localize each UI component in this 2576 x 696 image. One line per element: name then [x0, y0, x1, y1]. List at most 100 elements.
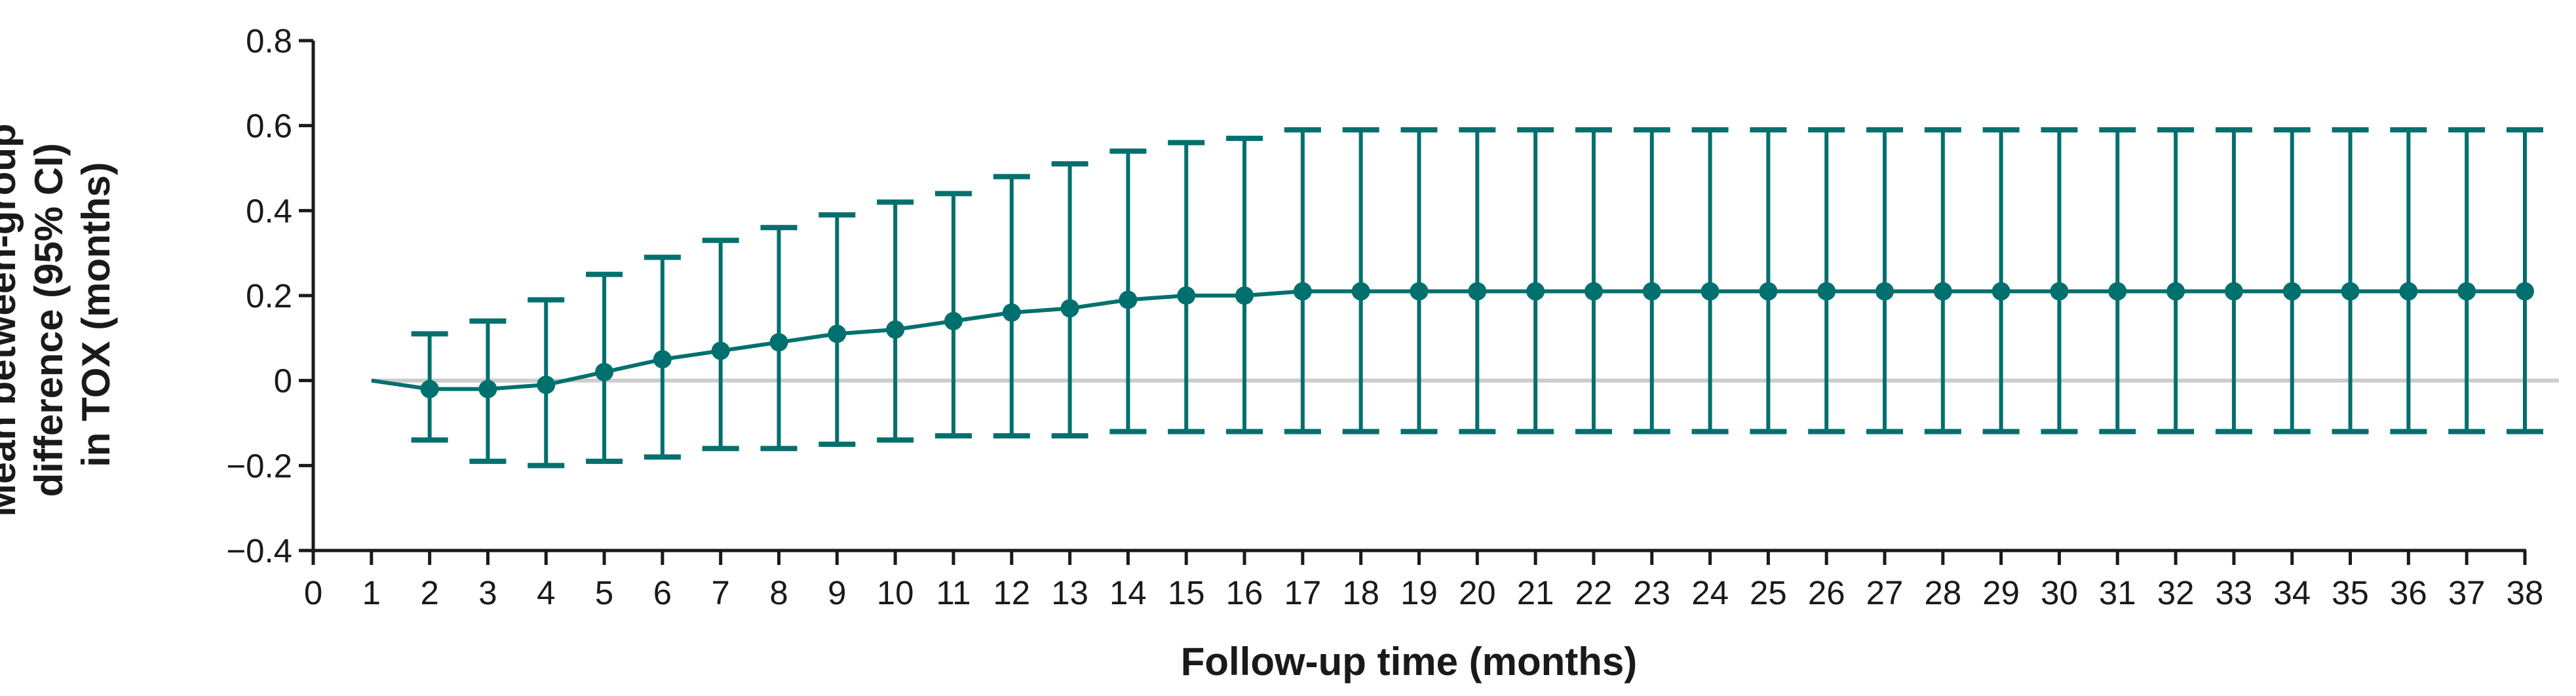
x-tick-label: 19 — [1400, 574, 1438, 611]
x-tick-label: 8 — [769, 574, 788, 611]
data-point — [944, 311, 963, 330]
data-point — [1584, 282, 1603, 301]
x-tick-label: 33 — [2216, 574, 2253, 611]
x-tick-label: 20 — [1459, 574, 1496, 611]
x-tick-label: 6 — [653, 574, 672, 611]
x-tick-label: 32 — [2157, 574, 2195, 611]
error-bar — [1924, 127, 1961, 435]
data-point — [1701, 282, 1720, 301]
x-tick-label: 18 — [1342, 574, 1379, 611]
x-tick-label: 7 — [712, 574, 730, 611]
axes: −0.4−0.200.20.40.60.80 1 2 3 4 5 6 7 8 9 10 11 12 13 1… — [226, 22, 2543, 611]
data-point — [2282, 282, 2301, 301]
error-bar — [1691, 127, 1729, 435]
data-point — [1351, 282, 1370, 301]
y-tick-label: 0.8 — [246, 22, 292, 60]
data-point — [2108, 282, 2127, 301]
x-tick-label: 36 — [2390, 574, 2427, 611]
x-tick-label: 0 — [304, 574, 322, 611]
x-tick-label: 26 — [1808, 574, 1845, 611]
x-tick-label: 24 — [1691, 574, 1729, 611]
error-bar — [2332, 127, 2369, 435]
error-bar — [1982, 127, 2020, 435]
x-tick-label: 2 — [420, 574, 438, 611]
x-tick-label: 4 — [537, 574, 555, 611]
x-tick-label: 10 — [877, 574, 914, 611]
data-point — [2341, 282, 2360, 301]
x-tick-label: 38 — [2507, 574, 2544, 611]
data-point — [1817, 282, 1836, 301]
data-point — [1410, 282, 1429, 301]
x-tick-label: 28 — [1924, 574, 1961, 611]
x-tick-label: 9 — [828, 574, 846, 611]
data-point — [1002, 303, 1021, 322]
series-line — [371, 289, 2525, 391]
data-point — [886, 320, 905, 339]
error-bar — [2157, 127, 2195, 435]
y-axis-title-line-2: difference (95% CI) — [27, 143, 71, 497]
error-bar — [1808, 127, 1845, 435]
error-bar — [1517, 127, 1554, 435]
data-point — [769, 333, 788, 352]
y-tick-label: 0 — [274, 362, 292, 400]
data-point — [1526, 282, 1545, 301]
x-tick-label: 35 — [2332, 574, 2369, 611]
error-bar — [1866, 127, 1904, 435]
error-bar — [2390, 127, 2427, 435]
x-tick-label: 23 — [1633, 574, 1670, 611]
error-bar — [2215, 127, 2252, 435]
data-point — [2166, 282, 2185, 301]
y-axis-title-line-3: in TOX (months) — [74, 162, 118, 467]
data-point — [1235, 286, 1254, 305]
data-point — [1875, 282, 1894, 301]
y-tick-label: −0.2 — [226, 447, 292, 484]
x-tick-label: 15 — [1168, 574, 1205, 611]
data-point — [828, 324, 847, 343]
data-point — [1468, 282, 1487, 301]
error-bar — [1342, 127, 1379, 435]
error-bar — [2099, 127, 2136, 435]
x-tick-label: 3 — [478, 574, 497, 611]
data-point — [2224, 282, 2243, 301]
error-bar — [1226, 136, 1263, 435]
error-bar — [1750, 127, 1787, 435]
error-bar — [1633, 127, 1670, 435]
data-point — [1119, 290, 1138, 309]
data-point — [1991, 282, 2010, 301]
data-point — [1759, 282, 1778, 301]
data-point — [537, 376, 556, 395]
x-tick-label: 11 — [936, 574, 971, 611]
series-line-layer — [371, 289, 2525, 391]
error-bar — [2448, 127, 2486, 435]
data-point — [1293, 282, 1312, 301]
data-point — [2050, 282, 2069, 301]
x-tick-label: 27 — [1866, 574, 1904, 611]
x-tick-label: 29 — [1982, 574, 2020, 611]
x-tick-label: 14 — [1109, 574, 1147, 611]
y-tick-label: 0.4 — [246, 192, 292, 229]
x-tick-label: 30 — [2041, 574, 2078, 611]
data-point — [1933, 282, 1952, 301]
x-tick-label: 17 — [1284, 574, 1322, 611]
x-tick-label: 22 — [1575, 574, 1613, 611]
y-tick-label: 0.2 — [246, 277, 292, 315]
error-bar — [1400, 127, 1438, 435]
data-point — [653, 350, 672, 369]
y-tick-label: −0.4 — [226, 532, 292, 570]
y-axis-title-line-1: Mean between-group — [0, 123, 24, 516]
x-tick-label: 21 — [1517, 574, 1554, 611]
error-bars — [411, 127, 2543, 469]
data-point — [1642, 282, 1661, 301]
error-bar — [2273, 127, 2311, 435]
x-axis-title: Follow-up time (months) — [1181, 640, 1638, 684]
x-tick-label: 31 — [2099, 574, 2136, 611]
data-point — [595, 362, 614, 381]
x-tick-label: 34 — [2273, 574, 2311, 611]
data-points — [420, 282, 2534, 398]
error-bar — [1284, 127, 1321, 435]
data-point — [1177, 286, 1196, 305]
data-point — [2399, 282, 2418, 301]
y-tick-label: 0.6 — [246, 107, 292, 145]
